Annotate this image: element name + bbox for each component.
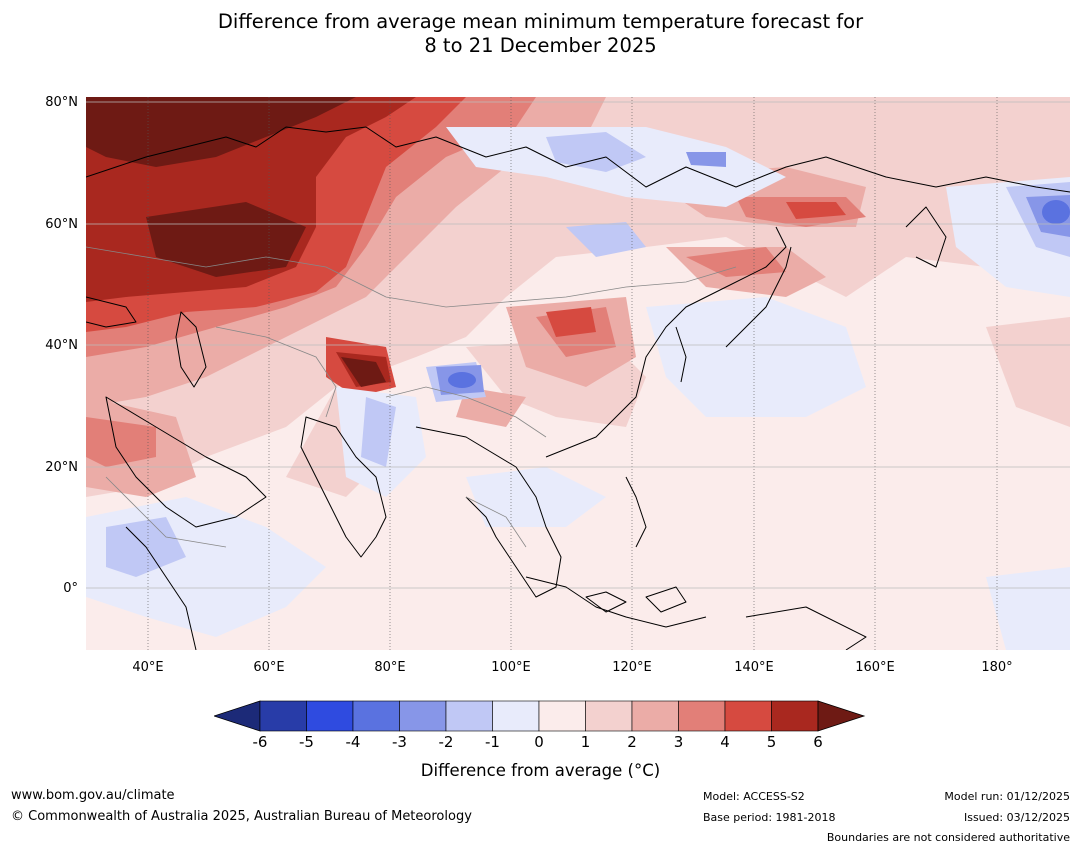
lon-label: 80°E — [374, 660, 406, 675]
colorbar-tick-label: 5 — [766, 733, 777, 751]
model-run: Model run: 01/12/2025 — [944, 790, 1070, 803]
chart-title: Difference from average mean minimum tem… — [0, 10, 1081, 58]
lon-label: 40°E — [132, 660, 164, 675]
lat-label: 20°N — [45, 460, 78, 475]
colorbar-tick-label: 1 — [580, 733, 591, 751]
colorbar-segment — [585, 700, 633, 732]
boundaries-disclaimer: Boundaries are not considered authoritat… — [826, 831, 1070, 844]
lon-label: 60°E — [253, 660, 285, 675]
colorbar-tick-label: -1 — [485, 733, 500, 751]
colorbar-tick-label: -3 — [392, 733, 407, 751]
country-borders — [86, 246, 737, 548]
issued-date: Issued: 03/12/2025 — [963, 811, 1070, 824]
lon-label: 140°E — [734, 660, 774, 675]
colorbar-segment — [678, 700, 726, 732]
colorbar-segment — [306, 700, 354, 732]
copyright: © Commonwealth of Australia 2025, Austra… — [11, 809, 472, 824]
lon-label: 120°E — [612, 660, 652, 675]
colorbar-segment — [352, 700, 400, 732]
base-period: Base period: 1981-2018 — [703, 811, 836, 824]
colorbar-tick-label: 4 — [720, 733, 730, 751]
colorbar-label: Difference from average (°C) — [420, 761, 661, 780]
anomaly-map — [86, 97, 1070, 650]
lon-label: 100°E — [491, 660, 531, 675]
title-line-2: 8 to 21 December 2025 — [424, 34, 657, 57]
colorbar-segment — [399, 700, 447, 732]
lat-label: 40°N — [45, 338, 78, 353]
graticule — [147, 97, 998, 650]
colorbar-segment — [631, 700, 679, 732]
colorbar-arrow-high — [817, 700, 866, 732]
colorbar-segment — [724, 700, 772, 732]
colorbar-tick-label: -6 — [252, 733, 268, 751]
colorbar-tick-label: 3 — [673, 733, 684, 751]
colorbar-tick-label: 2 — [627, 733, 637, 751]
colorbar-segment — [259, 700, 307, 732]
website-link[interactable]: www.bom.gov.au/climate — [11, 788, 175, 803]
lat-label: 60°N — [45, 217, 78, 232]
coastlines — [86, 126, 1070, 650]
colorbar-tick-label: -5 — [299, 733, 314, 751]
colorbar-segment — [538, 700, 586, 732]
lat-label: 80°N — [45, 95, 78, 110]
colorbar-tick-label: -4 — [345, 733, 361, 751]
anomaly-band-minus-4 — [448, 200, 1070, 388]
latitude-lines — [86, 101, 1070, 589]
colorbar-tick-label: 0 — [534, 733, 544, 751]
colorbar-segment — [492, 700, 540, 732]
lon-label: 160°E — [855, 660, 895, 675]
lat-label: 0° — [63, 581, 78, 596]
lon-label: 180° — [981, 660, 1013, 675]
colorbar-tick-label: 6 — [813, 733, 823, 751]
colorbar-segment — [445, 700, 493, 732]
anomaly-band-above-6 — [86, 97, 386, 387]
title-line-1: Difference from average mean minimum tem… — [217, 10, 864, 33]
colorbar — [214, 700, 866, 732]
colorbar-segment — [771, 700, 819, 732]
model-label: Model: ACCESS-S2 — [703, 790, 805, 803]
colorbar-arrow-low — [214, 700, 261, 732]
colorbar-tick-label: -2 — [438, 733, 454, 751]
